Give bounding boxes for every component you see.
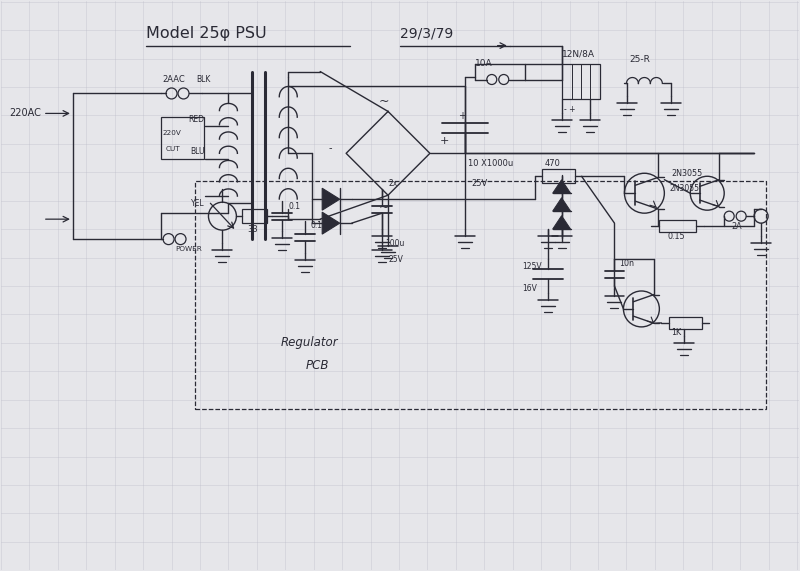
Text: ~: ~ bbox=[378, 95, 390, 108]
Text: Model 25φ PSU: Model 25φ PSU bbox=[146, 26, 266, 41]
Text: 2A: 2A bbox=[731, 222, 742, 231]
Text: 29/3/79: 29/3/79 bbox=[400, 27, 454, 41]
Bar bbox=[542, 169, 574, 183]
Text: 220AC: 220AC bbox=[9, 108, 41, 118]
Text: +: + bbox=[458, 111, 466, 122]
Text: Regulator: Regulator bbox=[280, 336, 338, 349]
Text: BLK: BLK bbox=[197, 75, 211, 84]
Text: 2N3055: 2N3055 bbox=[671, 169, 702, 178]
Polygon shape bbox=[322, 188, 340, 210]
Text: 2x: 2x bbox=[388, 179, 398, 188]
Text: 0.1: 0.1 bbox=[288, 202, 300, 211]
Text: ~: ~ bbox=[378, 200, 390, 214]
Text: 10n: 10n bbox=[619, 259, 634, 268]
Text: +: + bbox=[440, 136, 450, 146]
Text: 0.15: 0.15 bbox=[667, 232, 685, 240]
Polygon shape bbox=[553, 198, 570, 211]
Text: POWER: POWER bbox=[175, 246, 202, 252]
Bar bbox=[161, 118, 205, 159]
Bar bbox=[242, 209, 267, 223]
Text: YEL: YEL bbox=[190, 199, 204, 208]
Text: 25V: 25V bbox=[388, 255, 403, 264]
Polygon shape bbox=[553, 180, 570, 193]
Text: 470: 470 bbox=[545, 159, 561, 168]
Text: 220V: 220V bbox=[162, 130, 182, 136]
Text: 16V: 16V bbox=[522, 284, 537, 293]
Text: 10 X1000u: 10 X1000u bbox=[468, 159, 513, 168]
Text: 33: 33 bbox=[247, 224, 258, 234]
Text: - +: - + bbox=[564, 105, 575, 114]
Text: 25-R: 25-R bbox=[630, 55, 650, 64]
Text: CUT: CUT bbox=[166, 146, 180, 152]
Text: 10A: 10A bbox=[475, 59, 493, 68]
Polygon shape bbox=[553, 216, 570, 229]
Text: 0.1: 0.1 bbox=[310, 220, 322, 230]
Text: 12N/8A: 12N/8A bbox=[562, 49, 594, 58]
Text: PCB: PCB bbox=[306, 359, 329, 372]
Bar bbox=[659, 220, 696, 232]
Text: 2N3055: 2N3055 bbox=[670, 184, 699, 193]
Text: 100u: 100u bbox=[385, 239, 405, 248]
Bar bbox=[562, 63, 599, 99]
Text: 2AAC: 2AAC bbox=[162, 75, 186, 84]
Text: RED: RED bbox=[189, 115, 205, 124]
Bar bbox=[195, 181, 766, 409]
Text: 125V: 125V bbox=[522, 262, 542, 271]
Text: 25V: 25V bbox=[472, 179, 488, 188]
Text: -: - bbox=[328, 143, 332, 154]
Text: 1K: 1K bbox=[671, 328, 682, 337]
Polygon shape bbox=[322, 212, 340, 234]
Text: BLU: BLU bbox=[190, 147, 205, 156]
Bar bbox=[669, 317, 702, 329]
